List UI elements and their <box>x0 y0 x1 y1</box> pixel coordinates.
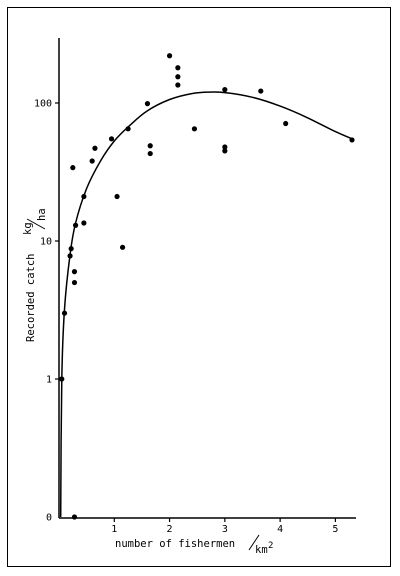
data-point <box>114 193 120 200</box>
x-tick-label: 2 <box>167 524 173 535</box>
data-point <box>147 150 153 157</box>
data-point <box>125 126 131 132</box>
data-point <box>175 65 181 71</box>
data-point <box>71 269 78 275</box>
x-axis-label: number of fishermen <box>115 538 235 550</box>
data-point <box>175 74 181 80</box>
data-point <box>147 143 153 149</box>
data-point <box>92 145 98 151</box>
y-tick-label: 1 <box>46 375 52 386</box>
data-point <box>81 220 87 226</box>
data-point <box>89 158 95 164</box>
x-tick-label: 1 <box>111 524 117 535</box>
data-point <box>71 279 78 286</box>
data-point <box>191 126 198 132</box>
data-point <box>119 244 126 250</box>
data-point <box>81 193 87 200</box>
data-point <box>67 253 73 259</box>
fit-curve <box>59 91 353 518</box>
axes <box>58 38 356 519</box>
data-point <box>68 246 74 252</box>
y-axis-unit: kg ha <box>22 208 48 235</box>
y-axis-label: Recorded catch <box>25 253 37 342</box>
ticks: 0 1 10 100 1 2 3 4 5 <box>34 99 338 536</box>
y-tick-label: 100 <box>34 99 52 110</box>
data-point <box>349 137 355 143</box>
data-point <box>283 120 289 127</box>
data-point <box>59 376 65 382</box>
data-point <box>258 88 264 94</box>
figure-frame <box>7 7 391 567</box>
x-unit-slash <box>248 534 260 551</box>
data-point <box>222 87 228 93</box>
x-unit-superscript: 2 <box>268 541 273 551</box>
data-point <box>144 101 151 107</box>
x-tick-label: 5 <box>332 524 338 535</box>
y-unit-top: kg <box>22 222 34 235</box>
data-points <box>59 53 355 520</box>
data-point <box>72 222 79 228</box>
data-point <box>71 514 78 520</box>
x-tick-label: 4 <box>277 524 283 535</box>
x-tick-label: 3 <box>222 524 228 535</box>
data-point <box>175 82 181 88</box>
data-point <box>166 53 173 59</box>
x-unit: km <box>255 544 268 556</box>
y-unit-slash <box>26 218 46 230</box>
y-unit-bottom: ha <box>36 208 48 221</box>
data-point <box>108 136 115 142</box>
x-axis-unit: km 2 <box>248 534 273 556</box>
y-tick-label: 10 <box>40 237 52 248</box>
data-point <box>70 165 76 171</box>
data-point <box>222 144 228 150</box>
y-tick-label: 0 <box>46 513 52 524</box>
data-point <box>222 148 228 154</box>
data-point <box>61 310 68 316</box>
